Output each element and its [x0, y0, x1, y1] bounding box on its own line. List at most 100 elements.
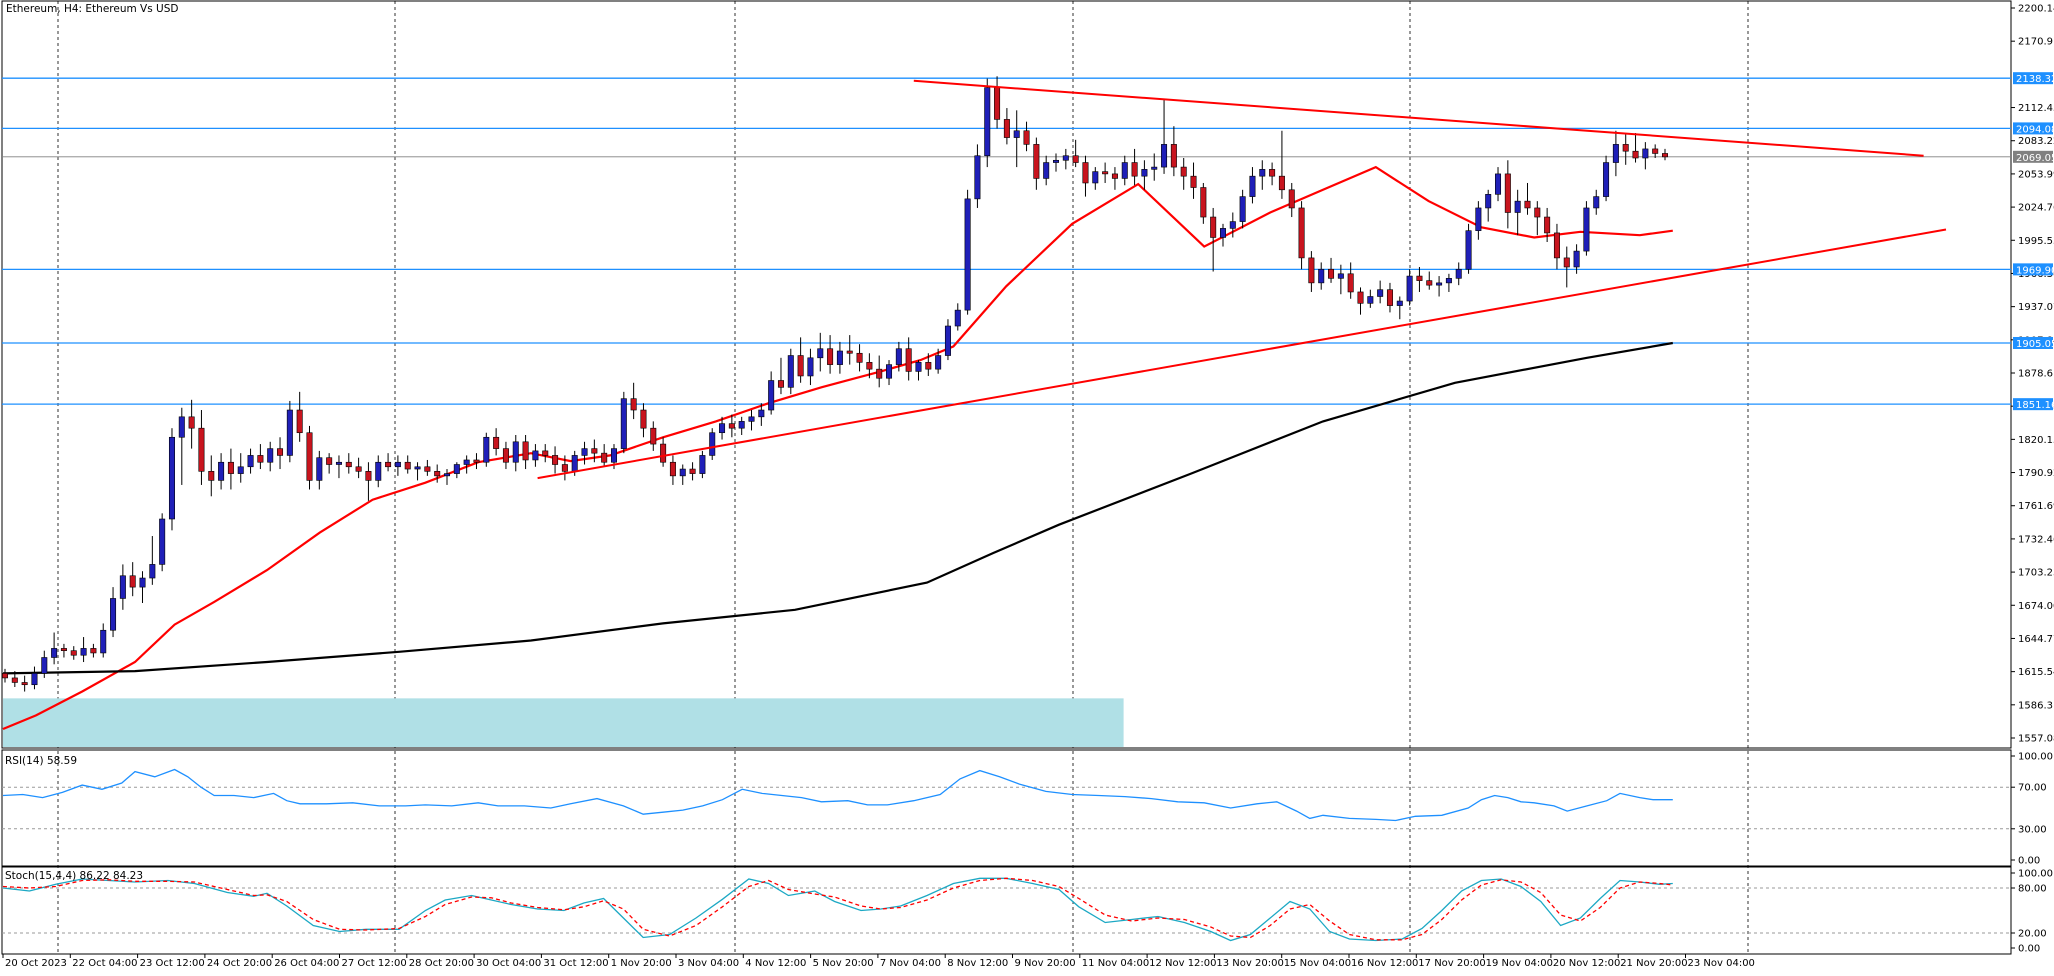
candle [561, 455, 568, 481]
candle-body [984, 87, 991, 157]
price-level-label: 1851.16 [2016, 400, 2054, 411]
candle [1583, 201, 1590, 256]
candle [267, 441, 274, 472]
candle [168, 428, 175, 531]
candle [1553, 223, 1560, 270]
x-axis-label: 23 Oct 12:00 [140, 958, 205, 969]
candle-body [257, 455, 264, 463]
candle-body [149, 564, 156, 579]
candle [1318, 262, 1325, 290]
candle-body [473, 459, 480, 463]
candle [895, 341, 902, 372]
candle-body [915, 362, 922, 372]
candle-body [758, 409, 765, 418]
candle-body [129, 575, 136, 588]
candle-body [1337, 273, 1344, 279]
candle-body [640, 409, 647, 429]
candle-body [1357, 291, 1364, 304]
candle-body [1, 673, 9, 679]
candle-body [905, 348, 912, 372]
candle [473, 453, 480, 470]
candle [1632, 133, 1639, 163]
candle-body [1043, 162, 1050, 179]
x-axis-label: 9 Nov 20:00 [1015, 958, 1076, 969]
candle [846, 335, 853, 365]
candle [188, 399, 195, 449]
candle-body [807, 357, 814, 377]
candle-body [1072, 155, 1079, 163]
candle-body [1229, 221, 1236, 229]
candle-body [1013, 130, 1020, 138]
candle [836, 341, 843, 374]
candle-body [159, 518, 166, 565]
candle [1377, 280, 1384, 304]
candle-body [493, 436, 500, 449]
candle [1593, 189, 1600, 215]
candle [335, 455, 342, 479]
candle-body [60, 648, 67, 651]
candle-body [1131, 162, 1138, 177]
support-zone [3, 698, 1124, 747]
candle [728, 414, 735, 438]
price-level-tag [2013, 398, 2053, 411]
candle [1396, 296, 1403, 320]
price-level-label: 2094.08 [2016, 124, 2054, 135]
candle-body [1328, 268, 1335, 279]
rsi-y-label: 100.00 [2018, 752, 2053, 763]
candle-body [1092, 171, 1099, 184]
candle [581, 441, 588, 465]
candle-body [650, 427, 657, 445]
candle-body [267, 448, 274, 463]
candle-body [719, 423, 726, 434]
candle [1180, 158, 1187, 190]
candle-body [208, 471, 215, 481]
candle-body [1111, 173, 1118, 179]
candle-body [1485, 194, 1492, 209]
candle-body [444, 473, 451, 477]
candle-body [335, 461, 342, 465]
candle-body [954, 309, 961, 327]
candle-body [679, 468, 686, 477]
stoch-line-1 [2, 877, 1673, 942]
candle [748, 410, 755, 431]
candle-body [768, 380, 775, 411]
candle-body [1288, 189, 1295, 209]
candle [1563, 246, 1570, 288]
candle-body [895, 348, 902, 365]
candle [375, 455, 382, 488]
candle-body [188, 416, 195, 429]
candle [630, 382, 637, 420]
candle [404, 455, 411, 474]
candle [286, 400, 293, 463]
candle [1534, 201, 1541, 236]
current-price-tag [2013, 150, 2053, 163]
candle-body [1377, 289, 1384, 297]
candle-body [571, 455, 578, 472]
y-axis-label: 1761.69 [2018, 501, 2054, 512]
candle-body [935, 355, 942, 370]
candle-body [1534, 207, 1541, 218]
candle [296, 391, 303, 442]
candle [787, 348, 794, 395]
candle-body [424, 466, 431, 472]
candle-body [512, 441, 519, 463]
candle-body [90, 648, 97, 654]
candle-body [1278, 175, 1285, 191]
candle [31, 666, 38, 690]
candle-body [1161, 144, 1168, 168]
candle-body [974, 155, 981, 200]
y-axis-label: 2200.14 [2018, 4, 2054, 15]
candle [591, 439, 598, 463]
candle-body [866, 362, 873, 370]
candle-body [748, 416, 755, 422]
candle [1200, 182, 1207, 224]
candle-body [1622, 144, 1629, 152]
rsi-y-label: 30.00 [2018, 824, 2047, 835]
candle [964, 189, 971, 315]
candle [80, 637, 87, 663]
candle-body [601, 452, 608, 463]
candle [51, 632, 58, 665]
candle-body [1553, 232, 1560, 259]
candle [1308, 251, 1315, 292]
